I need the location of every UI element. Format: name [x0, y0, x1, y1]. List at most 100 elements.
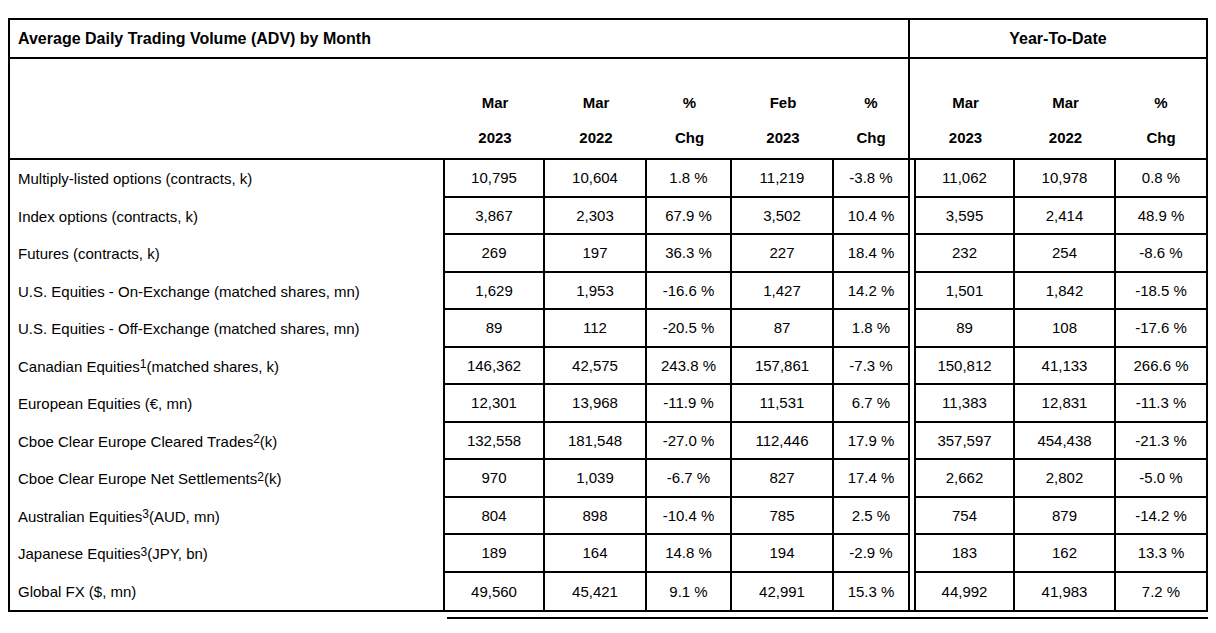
header-line: 2022 [1049, 120, 1082, 155]
header-line: % [864, 85, 877, 120]
monthly-value-cell: 11,531 [732, 385, 834, 423]
header-line: 2023 [766, 120, 799, 155]
ytd-value-cell: 879 [1015, 498, 1116, 536]
monthly-value-cell: 10,604 [545, 160, 647, 198]
column-header-row: Mar 2023 Mar 2022 % Chg Feb 2023 % Chg M… [10, 59, 1206, 160]
monthly-value-cell: 227 [732, 235, 834, 273]
ytd-value-cell: 0.8 % [1116, 160, 1206, 198]
monthly-value-cell: 189 [445, 535, 545, 573]
monthly-value-cell: 42,991 [732, 573, 834, 611]
monthly-value-cell: 898 [545, 498, 647, 536]
header-ytd-pct-chg: % Chg [1116, 59, 1206, 158]
ytd-value-cell: 1,842 [1015, 273, 1116, 311]
monthly-value-cell: 12,301 [445, 385, 545, 423]
ytd-value-cell: 44,992 [916, 573, 1015, 611]
monthly-value-cell: 970 [445, 460, 545, 498]
ytd-value-cell: 183 [916, 535, 1015, 573]
ytd-value-cell: 232 [916, 235, 1015, 273]
monthly-value-cell: 164 [545, 535, 647, 573]
monthly-value-cell: -7.3 % [834, 348, 910, 386]
monthly-value-cell: 10,795 [445, 160, 545, 198]
ytd-value-cell: 7.2 % [1116, 573, 1206, 611]
header-pct-chg-mom: % Chg [834, 59, 910, 158]
row-label: U.S. Equities - Off-Exchange (matched sh… [10, 310, 445, 348]
ytd-value-cell: 266.6 % [1116, 348, 1206, 386]
monthly-value-cell: 36.3 % [647, 235, 732, 273]
header-mar-2023: Mar 2023 [445, 59, 545, 158]
ytd-value-cell: 254 [1015, 235, 1116, 273]
ytd-value-cell: -8.6 % [1116, 235, 1206, 273]
header-ytd-mar-2022: Mar 2022 [1015, 59, 1116, 158]
row-label: Index options (contracts, k) [10, 198, 445, 236]
monthly-value-cell: 49,560 [445, 573, 545, 611]
ytd-value-cell: 357,597 [916, 423, 1015, 461]
ytd-value-cell: -17.6 % [1116, 310, 1206, 348]
monthly-value-cell: 13,968 [545, 385, 647, 423]
monthly-value-cell: 1,427 [732, 273, 834, 311]
row-label: Japanese Equities3 (JPY, bn) [10, 535, 445, 573]
page: Average Daily Trading Volume (ADV) by Mo… [0, 0, 1216, 633]
monthly-value-cell: 17.4 % [834, 460, 910, 498]
header-feb-2023: Feb 2023 [732, 59, 834, 158]
monthly-value-cell: 112 [545, 310, 647, 348]
ytd-value-cell: 3,595 [916, 198, 1015, 236]
row-label: Cboe Clear Europe Net Settlements2 (k) [10, 460, 445, 498]
monthly-value-cell: -6.7 % [647, 460, 732, 498]
row-label: Global FX ($, mn) [10, 573, 445, 611]
monthly-value-cell: 827 [732, 460, 834, 498]
monthly-value-cell: 804 [445, 498, 545, 536]
header-line: Mar [952, 85, 979, 120]
header-line: Feb [770, 85, 797, 120]
monthly-value-cell: 3,867 [445, 198, 545, 236]
ytd-value-cell: 162 [1015, 535, 1116, 573]
header-line: Mar [482, 85, 509, 120]
monthly-value-cell: -27.0 % [647, 423, 732, 461]
header-line: 2023 [478, 120, 511, 155]
ytd-value-cell: -18.5 % [1116, 273, 1206, 311]
monthly-value-cell: 3,502 [732, 198, 834, 236]
row-label: Cboe Clear Europe Cleared Trades2 (k) [10, 423, 445, 461]
monthly-value-cell: -2.9 % [834, 535, 910, 573]
header-line: Chg [856, 120, 885, 155]
monthly-value-cell: -11.9 % [647, 385, 732, 423]
ytd-value-cell: 150,812 [916, 348, 1015, 386]
monthly-value-cell: 243.8 % [647, 348, 732, 386]
ytd-value-cell: 108 [1015, 310, 1116, 348]
monthly-value-cell: 1,629 [445, 273, 545, 311]
ytd-value-cell: -14.2 % [1116, 498, 1206, 536]
monthly-value-cell: 785 [732, 498, 834, 536]
ytd-value-cell: -21.3 % [1116, 423, 1206, 461]
monthly-value-cell: -16.6 % [647, 273, 732, 311]
ytd-value-cell: 1,501 [916, 273, 1015, 311]
header-spacer [10, 59, 445, 158]
ytd-value-cell: 48.9 % [1116, 198, 1206, 236]
data-grid: Multiply-listed options (contracts, k)10… [10, 160, 1206, 610]
monthly-value-cell: -20.5 % [647, 310, 732, 348]
table-title: Average Daily Trading Volume (ADV) by Mo… [10, 20, 910, 57]
header-line: Chg [675, 120, 704, 155]
header-pct-chg-yoy: % Chg [647, 59, 732, 158]
row-label: Futures (contracts, k) [10, 235, 445, 273]
ytd-value-cell: -11.3 % [1116, 385, 1206, 423]
monthly-value-cell: 9.1 % [647, 573, 732, 611]
monthly-value-cell: 132,558 [445, 423, 545, 461]
header-line: Mar [583, 85, 610, 120]
ytd-value-cell: 12,831 [1015, 385, 1116, 423]
monthly-value-cell: 1,953 [545, 273, 647, 311]
monthly-value-cell: 67.9 % [647, 198, 732, 236]
monthly-value-cell: 194 [732, 535, 834, 573]
monthly-value-cell: 17.9 % [834, 423, 910, 461]
monthly-value-cell: 2.5 % [834, 498, 910, 536]
row-label: Canadian Equities1 (matched shares, k) [10, 348, 445, 386]
monthly-value-cell: 18.4 % [834, 235, 910, 273]
monthly-value-cell: 1,039 [545, 460, 647, 498]
header-mar-2022: Mar 2022 [545, 59, 647, 158]
ytd-value-cell: 89 [916, 310, 1015, 348]
ytd-value-cell: 454,438 [1015, 423, 1116, 461]
ytd-value-cell: 754 [916, 498, 1015, 536]
ytd-value-cell: 41,133 [1015, 348, 1116, 386]
monthly-value-cell: -10.4 % [647, 498, 732, 536]
title-row: Average Daily Trading Volume (ADV) by Mo… [10, 20, 1206, 59]
monthly-value-cell: 15.3 % [834, 573, 910, 611]
ytd-section-title: Year-To-Date [910, 20, 1206, 57]
